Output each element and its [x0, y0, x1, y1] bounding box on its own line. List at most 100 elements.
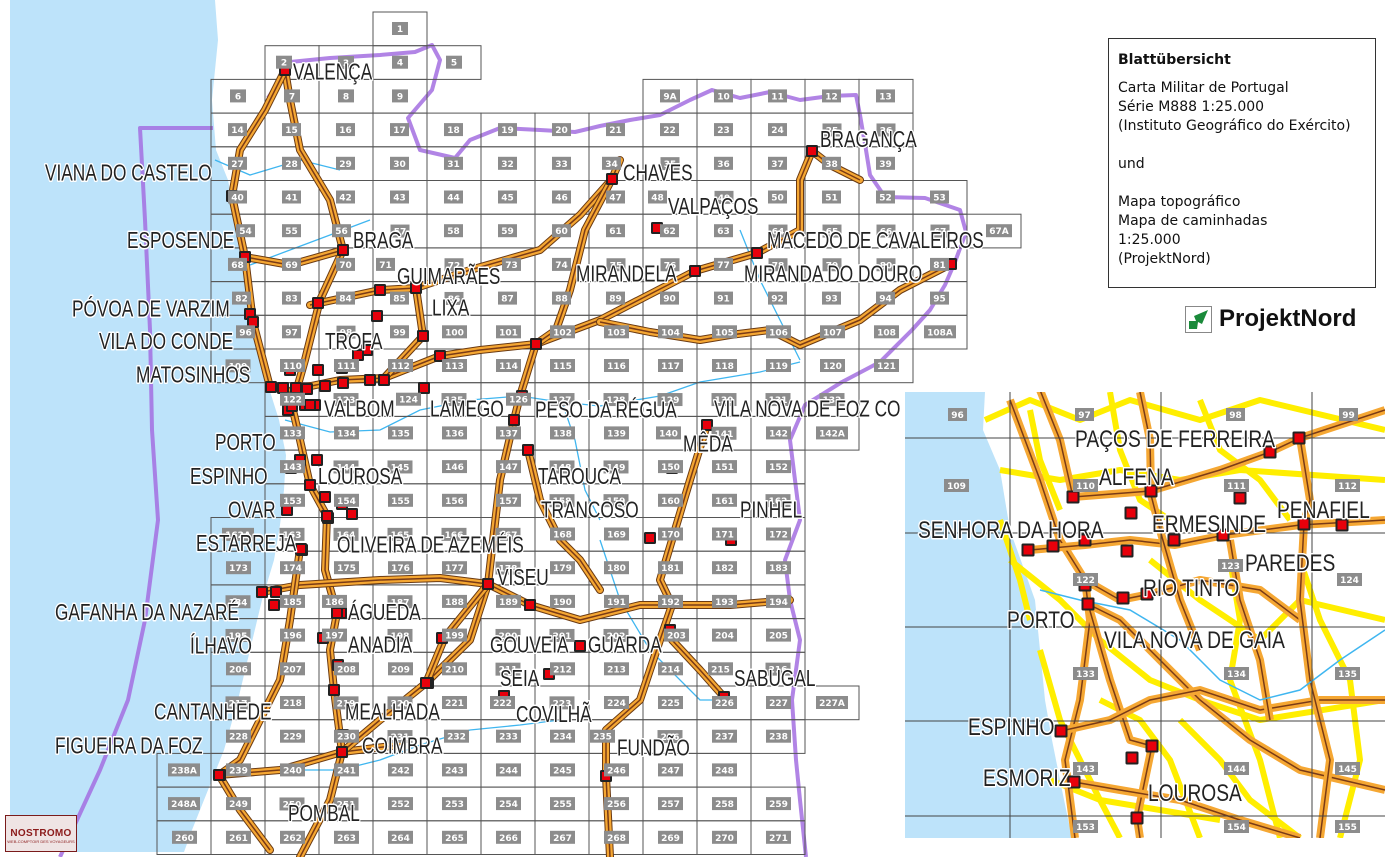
map-sheet-89[interactable]: 89 [606, 291, 625, 305]
inset-sheet-110[interactable]: 110 [1073, 479, 1098, 492]
city-marker[interactable] [311, 454, 323, 466]
map-sheet-108[interactable]: 108 [874, 325, 899, 339]
city-marker[interactable] [337, 377, 349, 389]
map-sheet-202[interactable]: 202 [603, 628, 629, 642]
map-sheet-82[interactable]: 82 [232, 291, 251, 305]
map-sheet-240[interactable]: 240 [280, 763, 305, 777]
city-marker[interactable] [281, 504, 293, 516]
city-marker[interactable] [270, 586, 282, 598]
map-sheet-267[interactable]: 267 [550, 830, 575, 844]
map-sheet-160[interactable]: 160 [658, 493, 683, 507]
map-sheet-121[interactable]: 121 [874, 359, 899, 372]
map-sheet-88[interactable]: 88 [552, 291, 571, 305]
map-sheet-80[interactable]: 80 [876, 258, 896, 272]
city-marker[interactable] [1081, 597, 1095, 611]
city-marker[interactable] [1125, 751, 1139, 765]
map-sheet-150[interactable]: 150 [658, 460, 683, 474]
inset-sheet-122[interactable]: 122 [1073, 573, 1098, 586]
map-sheet-43[interactable]: 43 [390, 190, 409, 204]
map-sheet-64[interactable]: 64 [768, 224, 788, 238]
map-sheet-157[interactable]: 157 [496, 493, 521, 507]
city-marker[interactable] [319, 380, 331, 392]
map-sheet-81[interactable]: 81 [930, 257, 949, 271]
city-marker[interactable] [304, 479, 316, 491]
map-sheet-154[interactable]: 154 [334, 493, 359, 507]
inset-sheet-109[interactable]: 109 [944, 479, 969, 492]
map-sheet-216[interactable]: 216 [765, 662, 791, 676]
map-sheet-197[interactable]: 197 [322, 628, 347, 642]
city-marker[interactable] [1066, 490, 1080, 504]
map-sheet-215[interactable]: 215 [708, 662, 733, 676]
map-sheet-87[interactable]: 87 [498, 291, 517, 305]
map-sheet-9[interactable]: 9 [392, 89, 408, 103]
map-sheet-145[interactable]: 145 [387, 460, 413, 474]
map-sheet-173[interactable]: 173 [226, 561, 251, 575]
map-sheet-253[interactable]: 253 [442, 797, 467, 811]
map-sheet-212[interactable]: 212 [550, 662, 575, 676]
city-marker[interactable] [265, 381, 277, 393]
map-sheet-73[interactable]: 73 [502, 257, 521, 271]
map-sheet-256[interactable]: 256 [604, 797, 629, 811]
map-sheet-178[interactable]: 178 [495, 561, 521, 575]
map-sheet-204[interactable]: 204 [712, 628, 737, 642]
city-marker[interactable] [256, 586, 268, 598]
map-sheet-125[interactable]: 125 [441, 393, 467, 407]
city-marker[interactable] [1078, 533, 1092, 547]
city-marker[interactable] [364, 374, 376, 386]
map-sheet-18[interactable]: 18 [444, 123, 463, 137]
map-sheet-198[interactable]: 198 [387, 628, 413, 642]
city-marker[interactable] [689, 265, 701, 277]
inset-sheet-124[interactable]: 124 [1337, 573, 1362, 586]
map-sheet-101[interactable]: 101 [496, 325, 521, 339]
map-sheet-46[interactable]: 46 [552, 190, 571, 204]
map-sheet-3[interactable]: 3 [338, 56, 354, 70]
city-marker[interactable] [522, 444, 534, 456]
map-sheet-130[interactable]: 130 [711, 393, 737, 407]
map-sheet-21[interactable]: 21 [606, 123, 625, 137]
city-marker[interactable] [247, 316, 259, 328]
city-marker[interactable] [606, 173, 618, 185]
map-sheet-250[interactable]: 250 [279, 797, 305, 811]
map-sheet-265[interactable]: 265 [442, 830, 467, 844]
city-marker[interactable] [321, 510, 333, 522]
map-sheet-62[interactable]: 62 [660, 224, 679, 238]
map-sheet-187[interactable]: 187 [387, 595, 413, 609]
map-sheet-227A[interactable]: 227A [816, 696, 848, 709]
map-sheet-266[interactable]: 266 [496, 830, 521, 844]
map-sheet-127[interactable]: 127 [549, 393, 575, 407]
map-sheet-239[interactable]: 239 [226, 763, 251, 777]
city-marker[interactable] [482, 578, 494, 590]
city-marker[interactable] [213, 769, 225, 781]
map-sheet-104[interactable]: 104 [658, 325, 683, 339]
map-sheet-45[interactable]: 45 [498, 190, 517, 204]
map-sheet-251[interactable]: 251 [333, 797, 359, 811]
map-sheet-142A[interactable]: 142A [816, 426, 848, 440]
map-sheet-90[interactable]: 90 [660, 291, 679, 305]
map-sheet-48[interactable]: 48 [648, 190, 667, 204]
map-sheet-124[interactable]: 124 [396, 392, 421, 406]
map-sheet-168[interactable]: 168 [550, 527, 575, 541]
map-sheet-35[interactable]: 35 [660, 157, 680, 171]
map-sheet-226[interactable]: 226 [712, 696, 737, 709]
map-sheet-182[interactable]: 182 [712, 561, 737, 575]
map-sheet-cell[interactable] [426, 45, 482, 80]
map-sheet-44[interactable]: 44 [444, 190, 463, 204]
map-sheet-227[interactable]: 227 [766, 696, 791, 709]
city-marker[interactable] [574, 640, 586, 652]
map-sheet-67[interactable]: 67 [930, 224, 950, 238]
map-sheet-241[interactable]: 241 [334, 763, 359, 777]
map-sheet-76[interactable]: 76 [660, 258, 680, 272]
map-sheet-78[interactable]: 78 [768, 258, 788, 272]
city-marker[interactable] [410, 282, 422, 294]
map-sheet-14[interactable]: 14 [228, 123, 247, 137]
map-sheet-100[interactable]: 100 [442, 325, 467, 339]
map-sheet-23[interactable]: 23 [714, 123, 733, 137]
map-sheet-221[interactable]: 221 [442, 696, 467, 709]
map-sheet-29[interactable]: 29 [336, 156, 355, 170]
map-sheet-164[interactable]: 164 [333, 527, 359, 541]
map-sheet-102[interactable]: 102 [550, 325, 575, 339]
city-marker[interactable] [304, 399, 316, 411]
inset-sheet-96[interactable]: 96 [948, 408, 967, 421]
map-sheet-85[interactable]: 85 [390, 291, 409, 305]
map-sheet-65[interactable]: 65 [822, 224, 842, 238]
